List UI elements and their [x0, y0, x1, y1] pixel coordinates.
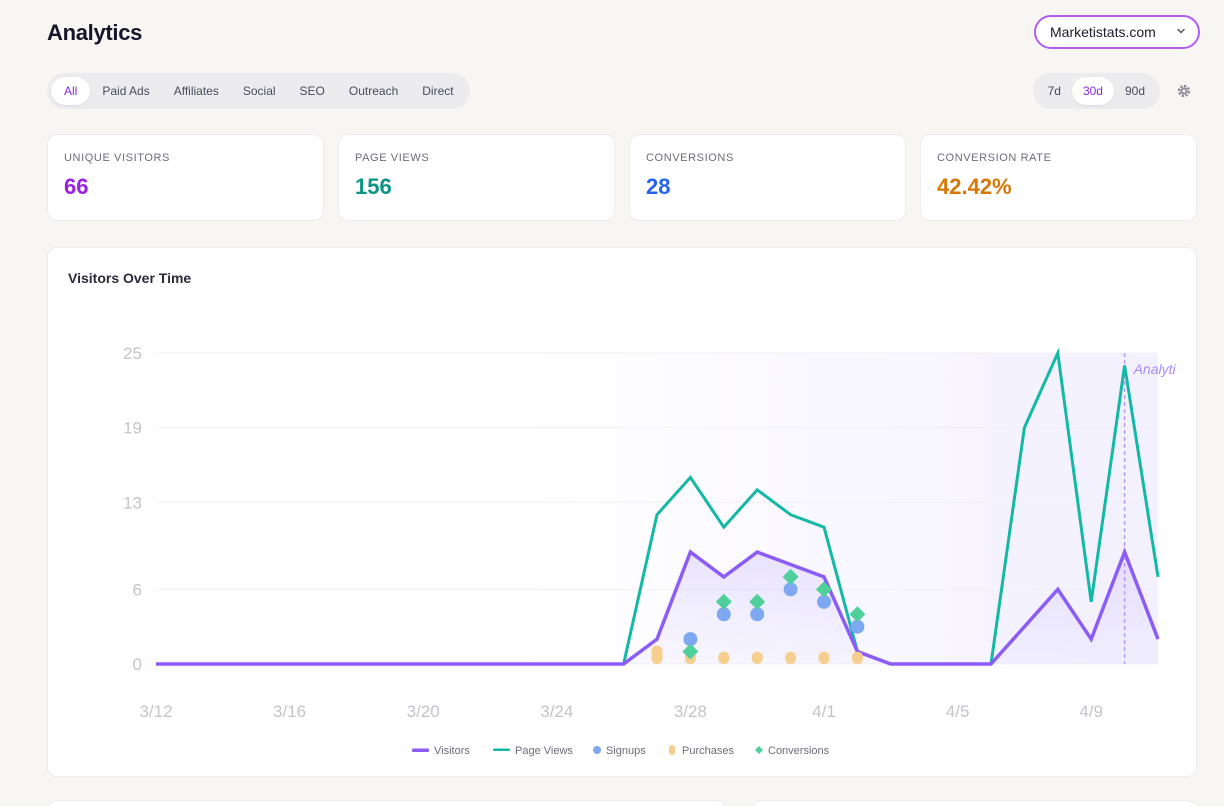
legend-label: Purchases	[682, 745, 734, 757]
range-30d[interactable]: 30d	[1071, 77, 1114, 105]
x-tick-label: 3/20	[407, 702, 440, 721]
conversion-marker	[849, 606, 866, 623]
conversion-marker	[782, 568, 799, 585]
stat-card: PAGE VIEWS 156	[338, 134, 615, 221]
legend-label: Visitors	[434, 745, 470, 757]
legend-label: Conversions	[768, 745, 830, 757]
stats-cards: UNIQUE VISITORS 66 PAGE VIEWS 156 CONVERSION…	[47, 134, 1197, 221]
visitors-area	[156, 552, 1158, 664]
conversion-marker	[816, 581, 832, 598]
stat-card: CONVERSIONS 28	[629, 134, 906, 221]
signup-marker	[783, 582, 798, 597]
tab-direct[interactable]: Direct	[422, 84, 454, 98]
next-panel-right	[752, 800, 1197, 806]
signup-marker	[817, 594, 831, 609]
tab-social[interactable]: Social	[242, 84, 276, 98]
x-tick-label: 4/9	[1079, 702, 1103, 721]
legend-label: Signups	[606, 745, 646, 757]
date-range-filter: 7d 30d 90d	[1032, 73, 1160, 109]
legend-swatch	[593, 746, 601, 754]
signup-marker	[750, 607, 765, 622]
tab-all[interactable]: All	[51, 77, 91, 105]
filter-toolbar: All Paid Ads Affiliates Social SEO Outreach Di…	[47, 73, 1200, 109]
x-tick-label: 3/24	[540, 702, 573, 721]
purchase-marker	[851, 651, 863, 664]
tab-paid-ads[interactable]: Paid Ads	[102, 84, 150, 98]
stat-card: UNIQUE VISITORS 66	[47, 134, 324, 221]
legend-swatch	[412, 748, 429, 752]
tab-outreach[interactable]: Outreach	[348, 84, 399, 98]
page-title: Analytics	[47, 20, 143, 45]
visitors-chart: 0 6 13 19 25 3/12 3/16 3/20 3/24 3/28 4/1 4/5 4/9 Ana…	[123, 344, 1177, 757]
legend-swatch	[669, 745, 675, 755]
conversion-marker	[682, 643, 699, 660]
stat-value: 42.42%	[937, 174, 1012, 199]
stat-card: CONVERSION RATE 42.42%	[920, 134, 1197, 221]
stat-value: 28	[646, 174, 671, 199]
purchase-marker	[785, 651, 797, 664]
gear-icon[interactable]	[1176, 83, 1192, 99]
next-panel-left	[47, 800, 727, 806]
marker-annotation: Analyti	[1133, 361, 1177, 377]
purchase-marker	[751, 651, 763, 664]
stat-label: CONVERSION RATE	[937, 152, 1052, 164]
purchase-marker	[651, 645, 663, 664]
y-tick-label: 13	[123, 493, 142, 512]
site-select-value: Marketistats.com	[1050, 24, 1156, 40]
legend-swatch	[493, 748, 510, 751]
tab-affiliates[interactable]: Affiliates	[173, 84, 219, 98]
channel-filter: All Paid Ads Affiliates Social SEO Outreach Di…	[47, 73, 470, 109]
chevron-down-icon	[1177, 28, 1185, 34]
chart-title: Visitors Over Time	[68, 270, 192, 286]
header: Analytics Marketistats.com	[47, 15, 1200, 50]
tab-seo[interactable]: SEO	[299, 84, 325, 98]
x-tick-label: 3/16	[273, 702, 306, 721]
x-tick-label: 4/5	[946, 702, 970, 721]
stat-value: 66	[64, 174, 89, 199]
chart-legend: Visitors Page Views Signups Purchases Conver…	[412, 745, 830, 757]
purchase-marker	[718, 651, 730, 664]
signup-marker	[716, 607, 731, 622]
y-tick-label: 25	[123, 344, 142, 363]
conversion-marker	[749, 593, 766, 610]
signup-marker	[683, 632, 698, 647]
y-tick-label: 6	[133, 580, 142, 599]
stat-label: UNIQUE VISITORS	[64, 152, 170, 164]
site-select[interactable]: Marketistats.com	[1034, 15, 1200, 49]
legend-label: Page Views	[515, 745, 573, 757]
visitors-line	[156, 547, 1160, 666]
chart-panel: Visitors Over Time 0 6 13 19 25 3/12 3/16 3/20 3…	[47, 247, 1197, 777]
range-7d[interactable]: 7d	[1047, 84, 1061, 98]
x-tick-label: 3/12	[139, 702, 172, 721]
x-tick-label: 3/28	[674, 702, 707, 721]
range-90d[interactable]: 90d	[1124, 84, 1145, 98]
signup-marker	[850, 619, 865, 634]
stat-value: 156	[355, 174, 392, 199]
y-tick-label: 0	[133, 655, 142, 674]
legend-swatch	[755, 746, 763, 754]
stat-label: PAGE VIEWS	[355, 152, 430, 164]
y-tick-label: 19	[123, 419, 142, 438]
purchase-marker	[818, 651, 830, 664]
conversion-marker	[715, 593, 732, 610]
stat-label: CONVERSIONS	[646, 152, 734, 164]
x-tick-label: 4/1	[812, 702, 836, 721]
